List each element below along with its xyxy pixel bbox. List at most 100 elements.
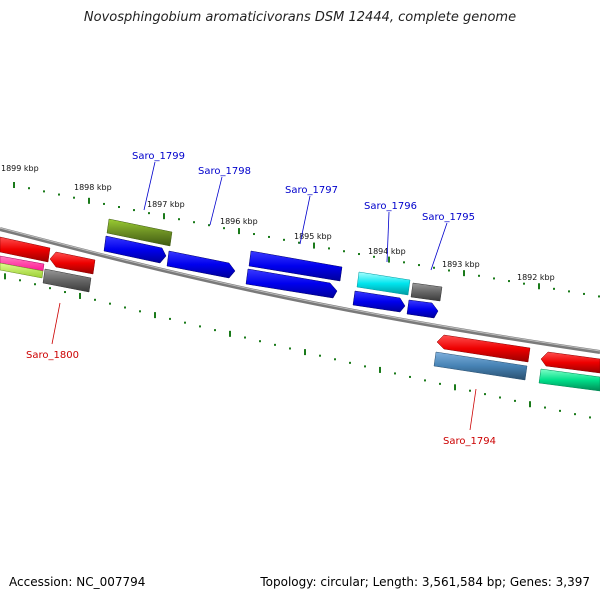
minor-tick bbox=[394, 372, 396, 375]
minor-tick bbox=[259, 340, 261, 343]
leader-saro-1798 bbox=[209, 176, 223, 226]
minor-tick bbox=[493, 277, 495, 280]
leader-saro-1797 bbox=[299, 195, 311, 245]
gene-saro-1800[interactable] bbox=[42, 268, 92, 293]
minor-tick bbox=[289, 347, 291, 350]
minor-tick bbox=[418, 264, 420, 267]
major-tick bbox=[4, 273, 6, 280]
major-tick bbox=[454, 384, 456, 391]
tick-label-1892: 1892 kbp bbox=[517, 273, 555, 282]
minor-tick bbox=[448, 269, 450, 272]
major-tick bbox=[163, 213, 165, 220]
gene-saro-1794-red[interactable] bbox=[436, 334, 531, 363]
minor-tick bbox=[373, 255, 375, 258]
minor-tick bbox=[49, 287, 51, 290]
gene-saro-1795-gray[interactable] bbox=[410, 282, 443, 302]
minor-tick bbox=[514, 399, 516, 402]
minor-tick bbox=[298, 241, 300, 244]
minor-tick bbox=[469, 389, 471, 392]
gene-label-saro-1796[interactable]: Saro_1796 bbox=[364, 201, 417, 212]
gene-left-lime[interactable] bbox=[0, 262, 44, 279]
gene-saro-1797[interactable] bbox=[248, 250, 343, 282]
upper-tick-ring bbox=[13, 182, 600, 298]
minor-tick bbox=[499, 396, 501, 399]
major-tick bbox=[229, 330, 231, 337]
minor-tick bbox=[169, 317, 171, 320]
major-tick bbox=[304, 349, 306, 356]
minor-tick bbox=[358, 253, 360, 256]
gene-saro-1799[interactable] bbox=[103, 235, 167, 264]
minor-tick bbox=[439, 382, 441, 385]
minor-tick bbox=[574, 413, 576, 416]
leader-saro-1795 bbox=[430, 222, 448, 271]
minor-tick bbox=[544, 406, 546, 409]
minor-tick bbox=[109, 302, 111, 305]
minor-tick bbox=[58, 193, 60, 196]
gene-saro-1795[interactable] bbox=[406, 299, 439, 319]
tick-label-1895: 1895 kbp bbox=[294, 232, 332, 241]
minor-tick bbox=[244, 336, 246, 339]
gene-saro-1796-cyan[interactable] bbox=[356, 271, 411, 296]
minor-tick bbox=[43, 190, 45, 193]
gene-right-green[interactable] bbox=[538, 368, 600, 392]
tick-label-1896: 1896 kbp bbox=[220, 217, 258, 226]
minor-tick bbox=[349, 361, 351, 364]
gene-label-saro-1795[interactable]: Saro_1795 bbox=[422, 212, 475, 223]
tick-label-1897: 1897 kbp bbox=[147, 200, 185, 209]
minor-tick bbox=[424, 379, 426, 382]
minor-tick bbox=[124, 306, 126, 309]
minor-tick bbox=[103, 202, 105, 205]
gene-label-saro-1794[interactable]: Saro_1794 bbox=[443, 436, 496, 447]
minor-tick bbox=[223, 227, 225, 230]
gene-label-saro-1798[interactable]: Saro_1798 bbox=[198, 166, 251, 177]
gene-label-saro-1799[interactable]: Saro_1799 bbox=[132, 151, 185, 162]
minor-tick bbox=[199, 325, 201, 328]
major-tick bbox=[88, 197, 90, 204]
gene-saro-1794[interactable] bbox=[433, 351, 528, 381]
minor-tick bbox=[214, 329, 216, 332]
map-title: Novosphingobium aromaticivorans DSM 1244… bbox=[83, 10, 517, 25]
minor-tick bbox=[19, 279, 21, 282]
minor-tick bbox=[34, 283, 36, 286]
major-tick bbox=[238, 228, 240, 235]
major-tick bbox=[154, 312, 156, 319]
lower-tick-ring bbox=[4, 273, 591, 419]
gene-saro-1798[interactable] bbox=[166, 250, 236, 279]
minor-tick bbox=[484, 393, 486, 396]
minor-tick bbox=[508, 280, 510, 283]
minor-tick bbox=[583, 292, 585, 295]
minor-tick bbox=[598, 295, 600, 298]
minor-tick bbox=[343, 250, 345, 253]
minor-tick bbox=[148, 212, 150, 215]
major-tick bbox=[379, 366, 381, 373]
gene-label-saro-1800[interactable]: Saro_1800 bbox=[26, 350, 79, 361]
gene-saro-1797b[interactable] bbox=[245, 268, 338, 299]
tick-label-1894: 1894 kbp bbox=[368, 247, 406, 256]
major-tick bbox=[13, 182, 15, 189]
minor-tick bbox=[139, 310, 141, 313]
minor-tick bbox=[409, 375, 411, 378]
leader-saro-1799 bbox=[143, 161, 156, 211]
minor-tick bbox=[364, 365, 366, 368]
gene-label-saro-1797[interactable]: Saro_1797 bbox=[285, 185, 338, 196]
minor-tick bbox=[433, 266, 435, 269]
minor-tick bbox=[559, 409, 561, 412]
gene-saro-1799-olive[interactable] bbox=[106, 218, 173, 247]
gene-saro-1796[interactable] bbox=[352, 290, 406, 313]
minor-tick bbox=[589, 416, 591, 419]
gene-left-red-1[interactable] bbox=[0, 236, 51, 263]
minor-tick bbox=[253, 233, 255, 236]
gene-saro-1800-red[interactable] bbox=[49, 251, 96, 275]
minor-tick bbox=[328, 247, 330, 250]
minor-tick bbox=[193, 221, 195, 224]
tick-label-1893: 1893 kbp bbox=[442, 260, 480, 269]
leader-saro-1794 bbox=[469, 388, 477, 431]
gene-right-red[interactable] bbox=[540, 351, 600, 374]
minor-tick bbox=[118, 206, 120, 209]
leader-saro-1800 bbox=[51, 302, 61, 345]
tick-label-1899: 1899 kbp bbox=[1, 164, 39, 173]
major-tick bbox=[538, 283, 540, 290]
major-tick bbox=[529, 401, 531, 408]
minor-tick bbox=[94, 298, 96, 301]
